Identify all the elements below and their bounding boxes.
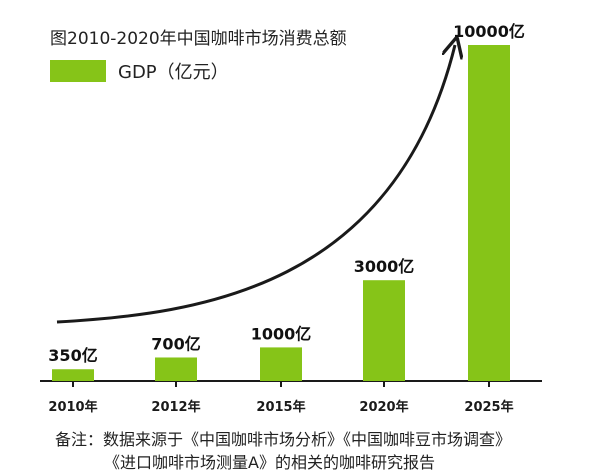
chart-title: 图2010-2020年中国咖啡市场消费总额 [50,29,347,49]
data-label-4: 10000亿 [453,22,525,41]
x-tick-label-3: 2020年 [359,399,408,415]
x-tick-label-4: 2025年 [464,399,513,415]
bar-0 [52,369,94,381]
source-note-line-2: 《进口咖啡市场测量A》的相关的咖啡研究报告 [104,453,435,472]
source-note-line-1: 备注：数据来源于《中国咖啡市场分析》《中国咖啡豆市场调查》 [55,430,512,449]
x-tick-label-0: 2010年 [48,399,97,415]
bar-1 [155,357,197,381]
x-tick-label-1: 2012年 [151,399,200,415]
bar-3 [363,280,405,381]
data-label-1: 700亿 [151,334,200,353]
data-label-2: 1000亿 [251,324,312,343]
growth-trend-curve [56,45,455,324]
bar-4 [468,45,510,381]
bar-2 [260,347,302,381]
data-label-3: 3000亿 [354,257,415,276]
legend-swatch [50,60,106,82]
legend-label: GDP（亿元） [118,62,229,83]
data-label-0: 350亿 [48,346,97,365]
legend: GDP（亿元） [50,58,229,84]
x-tick-label-2: 2015年 [256,399,305,415]
